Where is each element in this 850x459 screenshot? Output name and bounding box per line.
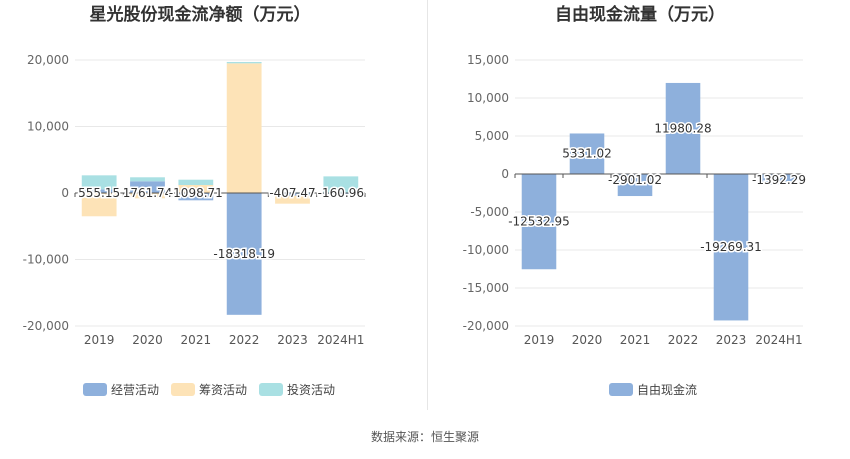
legend-swatch bbox=[259, 383, 283, 396]
y-tick-label: -5,000 bbox=[470, 205, 509, 219]
legend-label: 自由现金流 bbox=[637, 382, 697, 397]
data-label: 11980.28 bbox=[654, 121, 711, 135]
legend-swatch bbox=[171, 383, 195, 396]
bar bbox=[81, 189, 117, 193]
bar bbox=[130, 181, 165, 193]
bar bbox=[178, 179, 214, 186]
source-note: 数据来源：恒生聚源 bbox=[370, 430, 479, 444]
x-tick-label: 2022 bbox=[229, 333, 260, 347]
y-tick-label: 0 bbox=[61, 186, 69, 200]
chart-title: 自由现金流量（万元） bbox=[555, 4, 725, 25]
bar bbox=[665, 82, 701, 174]
data-label: -2901.02 bbox=[608, 173, 662, 187]
bar bbox=[178, 193, 214, 201]
x-tick-label: 2020 bbox=[132, 333, 163, 347]
bar bbox=[178, 185, 214, 193]
bar bbox=[323, 193, 359, 195]
x-tick-label: 2024H1 bbox=[755, 333, 802, 347]
x-tick-label: 2020 bbox=[572, 333, 603, 347]
y-tick-label: 10,000 bbox=[27, 120, 69, 134]
data-label: 555.15 bbox=[78, 186, 120, 200]
bar bbox=[226, 63, 262, 194]
bar bbox=[81, 175, 117, 190]
bar bbox=[713, 174, 749, 321]
x-tick-label: 2021 bbox=[181, 333, 212, 347]
chart-title: 星光股份现金流净额（万元） bbox=[90, 4, 311, 25]
bar bbox=[81, 193, 117, 217]
data-label: 5331.02 bbox=[562, 147, 612, 161]
data-label: -407.47 bbox=[269, 186, 315, 200]
data-label: -18318.19 bbox=[213, 247, 275, 261]
bar bbox=[617, 174, 653, 197]
data-label: -1098.71 bbox=[169, 186, 223, 200]
x-tick-label: 2023 bbox=[277, 333, 308, 347]
data-label: -1392.29 bbox=[752, 173, 806, 187]
y-tick-label: 20,000 bbox=[27, 53, 69, 67]
y-tick-label: -10,000 bbox=[23, 253, 69, 267]
x-tick-label: 2019 bbox=[84, 333, 115, 347]
data-label: -160.96 bbox=[318, 186, 364, 200]
x-tick-label: 2024H1 bbox=[317, 333, 364, 347]
bar bbox=[130, 193, 165, 199]
legend-label: 经营活动 bbox=[111, 383, 159, 397]
bar bbox=[521, 174, 557, 270]
bar bbox=[761, 174, 797, 185]
y-tick-label: 15,000 bbox=[467, 53, 509, 67]
data-label: 1761.74 bbox=[123, 186, 173, 200]
legend-label: 投资活动 bbox=[287, 382, 335, 397]
y-tick-label: 10,000 bbox=[467, 91, 509, 105]
data-label: -12532.95 bbox=[508, 215, 570, 229]
x-tick-label: 2021 bbox=[620, 333, 651, 347]
legend-swatch bbox=[609, 383, 633, 396]
y-tick-label: -15,000 bbox=[463, 281, 509, 295]
data-label: -19269.31 bbox=[700, 240, 762, 254]
bar bbox=[226, 61, 262, 64]
panel-divider bbox=[427, 0, 428, 410]
legend-label: 筹资活动 bbox=[199, 383, 247, 397]
bar bbox=[130, 177, 165, 182]
bar bbox=[569, 133, 605, 174]
x-tick-label: 2019 bbox=[524, 333, 555, 347]
x-tick-label: 2022 bbox=[668, 333, 699, 347]
bar bbox=[275, 193, 310, 196]
y-tick-label: 5,000 bbox=[475, 129, 509, 143]
bar bbox=[323, 176, 359, 193]
bar bbox=[226, 193, 262, 315]
y-tick-label: -10,000 bbox=[463, 243, 509, 257]
x-tick-label: 2023 bbox=[716, 333, 747, 347]
y-tick-label: 0 bbox=[501, 167, 509, 181]
legend-swatch bbox=[83, 383, 107, 396]
y-tick-label: -20,000 bbox=[463, 319, 509, 333]
bar bbox=[275, 195, 310, 204]
y-tick-label: -20,000 bbox=[23, 319, 69, 333]
